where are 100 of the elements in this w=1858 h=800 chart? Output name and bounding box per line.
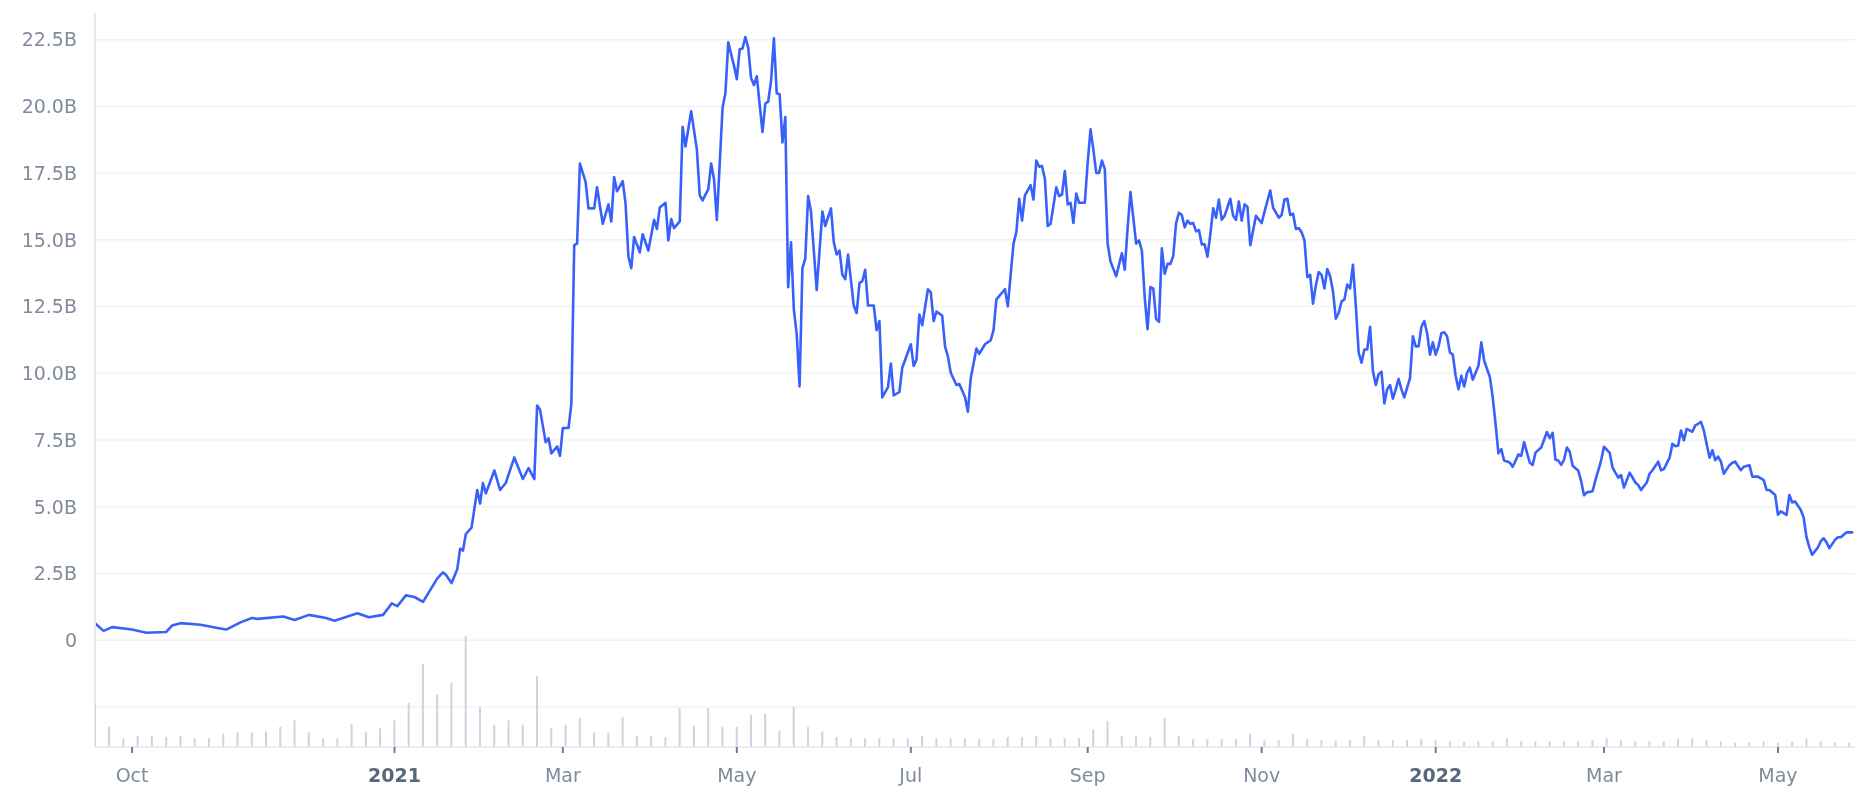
bar bbox=[1092, 729, 1095, 747]
bar bbox=[1562, 741, 1565, 747]
bar bbox=[1348, 740, 1351, 747]
bar bbox=[593, 732, 596, 747]
bar bbox=[450, 682, 453, 747]
bar bbox=[1006, 737, 1009, 747]
bar bbox=[678, 708, 681, 747]
bar bbox=[265, 731, 268, 747]
bar bbox=[350, 723, 353, 747]
bar bbox=[1577, 741, 1580, 747]
bar bbox=[1477, 741, 1480, 747]
bar bbox=[1120, 735, 1123, 747]
bar bbox=[1277, 740, 1280, 747]
bar bbox=[578, 718, 581, 747]
bar bbox=[564, 724, 567, 747]
bar bbox=[1662, 741, 1665, 747]
bar bbox=[1106, 721, 1109, 747]
bar bbox=[550, 728, 553, 747]
y-tick-label: 0 bbox=[64, 628, 77, 651]
bar bbox=[1520, 741, 1523, 747]
bar bbox=[407, 702, 410, 747]
bar bbox=[393, 720, 396, 747]
x-tick-label: Nov bbox=[1243, 764, 1281, 787]
bar bbox=[165, 737, 168, 747]
bar bbox=[150, 735, 153, 747]
bar bbox=[792, 707, 795, 747]
bar bbox=[1591, 740, 1594, 747]
y-tick-label: 22.5B bbox=[21, 28, 77, 51]
bar bbox=[364, 731, 367, 747]
y-tick-label: 20.0B bbox=[21, 95, 77, 118]
bar bbox=[635, 735, 638, 747]
bar bbox=[493, 724, 496, 747]
bar bbox=[521, 724, 524, 747]
bar bbox=[293, 720, 296, 747]
x-tick-label: 2021 bbox=[368, 764, 421, 787]
bar bbox=[607, 732, 610, 747]
y-tick-label: 12.5B bbox=[21, 295, 77, 318]
bar bbox=[1149, 737, 1152, 747]
bar bbox=[1791, 741, 1794, 747]
bar bbox=[1263, 740, 1266, 747]
x-tick-label: Sep bbox=[1069, 764, 1106, 787]
bar bbox=[478, 707, 481, 747]
bar bbox=[707, 708, 710, 747]
bar bbox=[421, 663, 424, 747]
x-tick-label: May bbox=[717, 764, 757, 787]
y-tick-label: 15.0B bbox=[21, 228, 77, 251]
bar bbox=[1762, 741, 1765, 747]
bar bbox=[1434, 740, 1437, 747]
bar bbox=[1534, 741, 1537, 747]
bar bbox=[236, 732, 239, 747]
bar bbox=[835, 737, 838, 747]
y-tick-label: 10.0B bbox=[21, 362, 77, 385]
x-tick-label: 2022 bbox=[1409, 764, 1463, 787]
line-series bbox=[95, 35, 1854, 635]
bar bbox=[621, 717, 624, 747]
bar bbox=[1634, 741, 1637, 747]
bar bbox=[921, 735, 924, 747]
bar bbox=[1035, 735, 1038, 747]
bar bbox=[1377, 740, 1380, 747]
bar bbox=[1363, 735, 1366, 747]
x-tick-label: Oct bbox=[115, 764, 149, 787]
bar bbox=[1491, 741, 1494, 747]
bar bbox=[507, 720, 510, 747]
y-tick-label: 17.5B bbox=[21, 161, 77, 184]
bar bbox=[749, 714, 752, 747]
bar bbox=[1548, 741, 1551, 747]
bar bbox=[1135, 735, 1138, 747]
bar bbox=[1448, 741, 1451, 747]
bar bbox=[1463, 741, 1466, 747]
bar bbox=[650, 735, 653, 747]
bar bbox=[1819, 741, 1822, 747]
y-tick-label: 7.5B bbox=[33, 428, 77, 451]
bar bbox=[664, 737, 667, 747]
bar bbox=[1619, 740, 1622, 747]
bar bbox=[1391, 740, 1394, 747]
bar bbox=[692, 725, 695, 747]
bar bbox=[1163, 718, 1166, 747]
x-tick-label: Mar bbox=[544, 764, 581, 787]
bar bbox=[108, 727, 111, 747]
y-tick-label: 5.0B bbox=[33, 495, 77, 518]
bar bbox=[807, 727, 809, 747]
bar bbox=[379, 728, 382, 747]
bar bbox=[1320, 740, 1323, 747]
bar bbox=[721, 727, 724, 747]
bar bbox=[136, 735, 139, 747]
bar bbox=[279, 727, 282, 747]
bar bbox=[735, 727, 738, 747]
bar bbox=[1177, 735, 1180, 747]
bar bbox=[436, 694, 439, 747]
x-tick-label: Jul bbox=[898, 764, 923, 787]
bar bbox=[1719, 741, 1722, 747]
bar bbox=[764, 713, 767, 747]
bar bbox=[464, 636, 467, 747]
bar bbox=[250, 732, 253, 747]
bar bbox=[1648, 741, 1651, 747]
y-tick-label: 2.5B bbox=[33, 562, 77, 585]
bar bbox=[1705, 740, 1708, 747]
bar bbox=[1020, 737, 1023, 747]
bar bbox=[179, 735, 182, 747]
bar bbox=[536, 675, 539, 747]
